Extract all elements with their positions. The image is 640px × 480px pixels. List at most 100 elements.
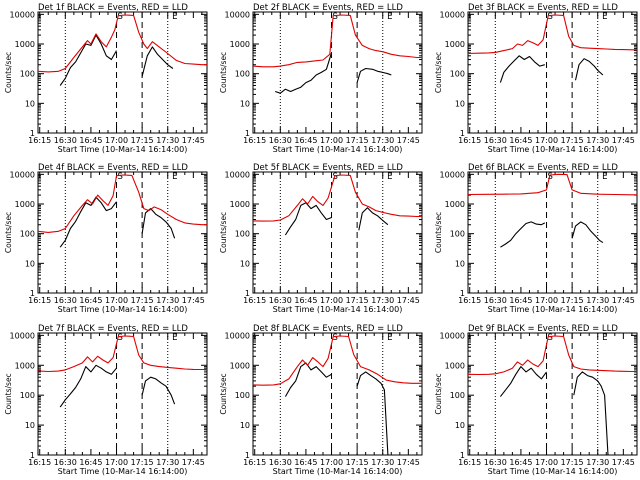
x-tick-label: 16:15 bbox=[458, 296, 481, 305]
y-tick-label: 1 bbox=[245, 451, 250, 460]
y-axis-label: Counts/sec bbox=[4, 52, 13, 93]
panel-det-9: Det 9f BLACK = Events, RED = LLD 1 10 100 10… bbox=[434, 324, 638, 476]
y-tick-label: 1 bbox=[245, 289, 250, 298]
y-tick-label: 10000 bbox=[10, 170, 35, 179]
x-tick-label: 16:15 bbox=[28, 458, 51, 467]
y-tick-label: 10 bbox=[455, 421, 465, 430]
series-events-line bbox=[356, 371, 389, 456]
x-tick-label: 17:30 bbox=[156, 296, 179, 305]
x-tick-label: 17:45 bbox=[397, 136, 420, 145]
x-tick-label: 17:00 bbox=[535, 458, 558, 467]
x-tick-label: 16:45 bbox=[509, 136, 532, 145]
x-tick-label: 17:15 bbox=[131, 136, 154, 145]
series-lld-line bbox=[37, 335, 207, 373]
y-tick-label: 1 bbox=[460, 289, 465, 298]
end-marker: E bbox=[602, 172, 607, 182]
x-tick-label: 16:30 bbox=[269, 136, 292, 145]
panel-det-8: Det 8f BLACK = Events, RED = LLD 1 10 100 10… bbox=[219, 324, 423, 476]
series-events-line bbox=[275, 52, 333, 94]
panel-title: Det 1f BLACK = Events, RED = LLD bbox=[38, 3, 188, 13]
y-tick-label: 10000 bbox=[225, 10, 250, 19]
end-marker: E bbox=[172, 172, 177, 182]
x-tick-label: 16:30 bbox=[54, 458, 77, 467]
x-axis-label: Start Time (10-Mar-14 16:14:00) bbox=[273, 305, 403, 314]
series-events-line bbox=[59, 364, 117, 408]
end-marker: E bbox=[387, 333, 392, 343]
x-tick-label: 16:30 bbox=[484, 296, 507, 305]
x-tick-label: 17:30 bbox=[371, 296, 394, 305]
y-tick-label: 1 bbox=[460, 129, 465, 138]
x-tick-label: 16:15 bbox=[243, 458, 266, 467]
plot-frame bbox=[467, 11, 638, 134]
end-marker: E bbox=[387, 12, 392, 22]
y-axis-label: Counts/sec bbox=[219, 52, 228, 93]
x-tick-label: 16:45 bbox=[294, 458, 317, 467]
x-tick-label: 17:30 bbox=[371, 458, 394, 467]
x-tick-label: 16:45 bbox=[294, 296, 317, 305]
panel-title: Det 4f BLACK = Events, RED = LLD bbox=[38, 163, 188, 173]
series-events-line bbox=[499, 55, 545, 83]
y-tick-label: 1 bbox=[245, 129, 250, 138]
series-events-line bbox=[141, 46, 174, 77]
plot-frame bbox=[467, 332, 638, 456]
start-marker: S bbox=[333, 172, 338, 182]
x-tick-label: 16:30 bbox=[269, 296, 292, 305]
y-tick-label: 10 bbox=[455, 259, 465, 268]
panel-title: Det 7f BLACK = Events, RED = LLD bbox=[38, 324, 188, 334]
plot-frame bbox=[467, 171, 638, 294]
y-tick-label: 10000 bbox=[440, 331, 465, 340]
y-tick-label: 100 bbox=[450, 230, 465, 239]
end-marker: E bbox=[602, 333, 607, 343]
series-lld-line bbox=[467, 14, 637, 55]
x-axis-label: Start Time (10-Mar-14 16:14:00) bbox=[273, 145, 403, 154]
y-axis-label: Counts/sec bbox=[219, 373, 228, 414]
x-tick-label: 17:30 bbox=[586, 458, 609, 467]
panel-title: Det 2f BLACK = Events, RED = LLD bbox=[253, 3, 403, 13]
series-events-line bbox=[141, 208, 176, 239]
x-tick-label: 17:00 bbox=[105, 458, 128, 467]
start-marker: S bbox=[333, 12, 338, 22]
y-tick-label: 1000 bbox=[230, 361, 250, 370]
plot-frame bbox=[37, 171, 208, 294]
y-tick-label: 100 bbox=[20, 391, 35, 400]
x-tick-label: 16:15 bbox=[243, 136, 266, 145]
x-tick-label: 17:00 bbox=[105, 136, 128, 145]
y-tick-label: 1000 bbox=[15, 200, 35, 209]
y-tick-label: 10000 bbox=[10, 10, 35, 19]
x-tick-label: 17:00 bbox=[320, 296, 343, 305]
y-tick-label: 100 bbox=[450, 70, 465, 79]
x-tick-label: 16:45 bbox=[79, 136, 102, 145]
y-tick-label: 10 bbox=[240, 421, 250, 430]
x-tick-label: 17:45 bbox=[182, 458, 205, 467]
x-tick-label: 16:15 bbox=[458, 458, 481, 467]
start-marker: S bbox=[118, 333, 123, 343]
x-tick-label: 16:30 bbox=[54, 136, 77, 145]
y-tick-label: 100 bbox=[235, 391, 250, 400]
end-marker: E bbox=[172, 12, 177, 22]
panel-title: Det 9f BLACK = Events, RED = LLD bbox=[468, 324, 618, 334]
x-axis-label: Start Time (10-Mar-14 16:14:00) bbox=[58, 467, 188, 476]
y-tick-label: 100 bbox=[20, 230, 35, 239]
start-marker: S bbox=[118, 172, 123, 182]
x-tick-label: 17:15 bbox=[346, 136, 369, 145]
x-axis-label: Start Time (10-Mar-14 16:14:00) bbox=[58, 145, 188, 154]
series-events-line bbox=[356, 67, 392, 83]
y-tick-label: 10000 bbox=[440, 10, 465, 19]
x-tick-label: 17:30 bbox=[156, 458, 179, 467]
y-axis-label: Counts/sec bbox=[434, 52, 443, 93]
x-axis-label: Start Time (10-Mar-14 16:14:00) bbox=[488, 145, 618, 154]
end-marker: E bbox=[172, 333, 177, 343]
x-tick-label: 17:00 bbox=[320, 458, 343, 467]
series-events-line bbox=[59, 34, 117, 86]
y-axis-label: Counts/sec bbox=[4, 212, 13, 253]
series-events-line bbox=[499, 366, 547, 397]
x-tick-label: 17:45 bbox=[612, 296, 635, 305]
series-events-line bbox=[573, 371, 609, 456]
x-tick-label: 16:45 bbox=[79, 296, 102, 305]
x-tick-label: 17:30 bbox=[586, 296, 609, 305]
x-tick-label: 16:15 bbox=[458, 136, 481, 145]
start-marker: S bbox=[548, 333, 553, 343]
series-lld-line bbox=[467, 173, 637, 196]
y-tick-label: 10 bbox=[455, 99, 465, 108]
y-axis-label: Counts/sec bbox=[219, 212, 228, 253]
